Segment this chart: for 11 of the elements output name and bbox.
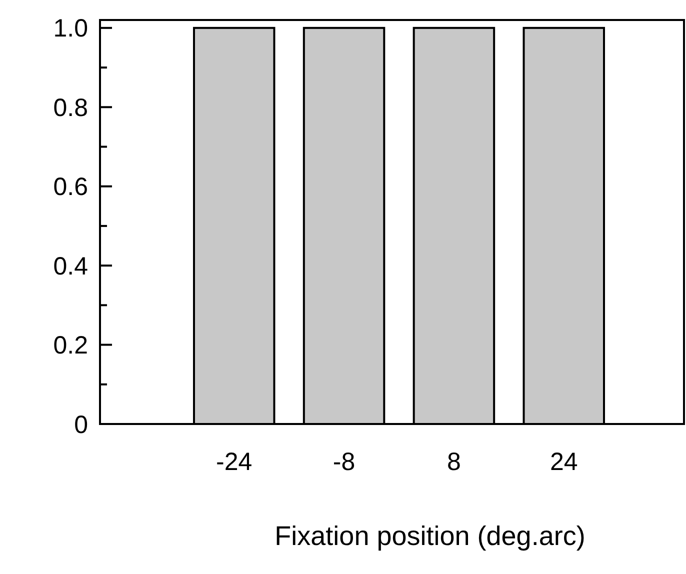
y-tick-label: 0.2 xyxy=(53,332,88,360)
x-tick-label: -8 xyxy=(332,448,356,476)
x-tick-label: -24 xyxy=(216,448,252,476)
y-tick-label: 0.6 xyxy=(53,173,88,202)
y-tick-label: 0.8 xyxy=(53,94,88,122)
x-tick-label: 24 xyxy=(550,448,578,476)
x-tick-label: 8 xyxy=(447,448,461,476)
y-tick-label: 0 xyxy=(74,410,88,439)
y-tick-label: 1.0 xyxy=(53,14,88,43)
x-axis-title: Fixation position (deg.arc) xyxy=(274,521,586,551)
y-tick-label: 0.4 xyxy=(53,252,88,280)
